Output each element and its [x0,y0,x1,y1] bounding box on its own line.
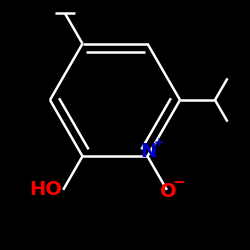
Text: HO: HO [29,180,62,199]
Text: −: − [172,175,185,190]
Text: N: N [141,142,157,161]
Text: +: + [154,136,164,149]
Text: O: O [160,182,176,201]
